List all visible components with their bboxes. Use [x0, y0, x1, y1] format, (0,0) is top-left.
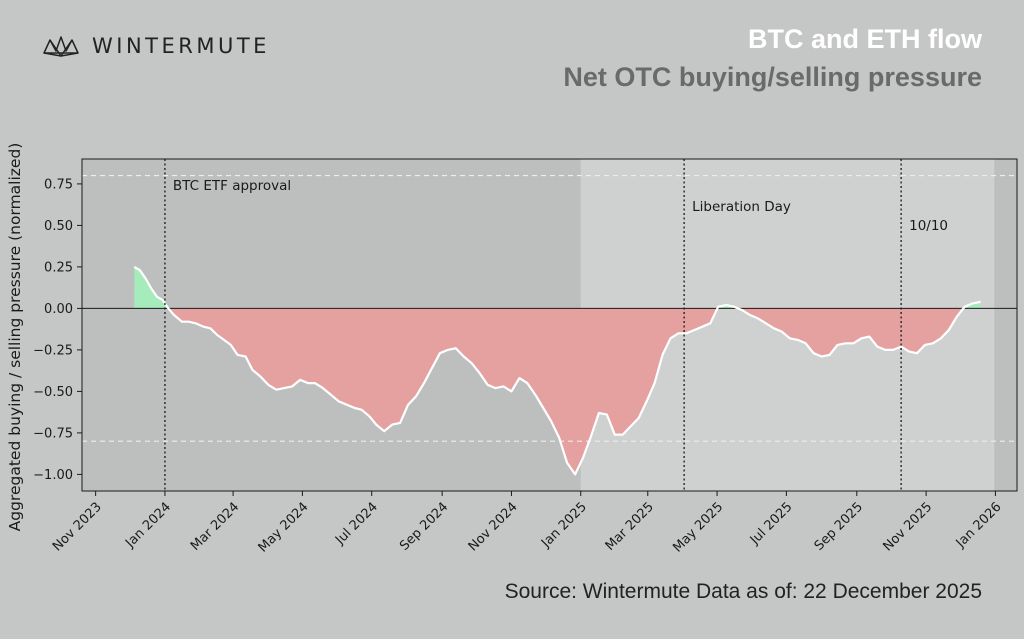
chart-title: BTC and ETH flow: [748, 24, 982, 54]
event-label: Liberation Day: [692, 199, 791, 215]
x-tick-label: Mar 2024: [188, 500, 242, 554]
x-tick-label: May 2024: [256, 500, 312, 556]
y-axis-label: Aggregated buying / selling pressure (no…: [6, 143, 24, 532]
event-label: BTC ETF approval: [173, 178, 291, 194]
y-tick-label: 0.25: [44, 260, 73, 275]
y-tick-label: −1.00: [33, 468, 73, 483]
brand: WINTERMUTE: [42, 34, 270, 58]
x-tick-label: Sep 2024: [397, 500, 451, 554]
event-label: 10/10: [909, 218, 948, 234]
x-tick-label: Mar 2025: [603, 500, 657, 554]
x-tick-label: Jan 2026: [953, 500, 1005, 552]
y-tick-label: 0.75: [44, 177, 73, 192]
plot-frame: [81, 158, 1018, 492]
x-tick-label: Nov 2025: [880, 500, 935, 555]
x-tick-label: Nov 2023: [50, 500, 105, 555]
y-tick-label: 0.00: [44, 302, 73, 317]
y-tick-label: −0.25: [33, 343, 73, 358]
chart-subtitle: Net OTC buying/selling pressure: [563, 62, 982, 92]
x-tick-label: Jan 2024: [122, 500, 174, 552]
x-tick-label: Jul 2025: [747, 500, 796, 549]
y-tick-label: 0.50: [44, 219, 73, 234]
y-tick-label: −0.50: [33, 385, 73, 400]
x-tick-label: Nov 2024: [466, 500, 521, 555]
y-tick-label: −0.75: [33, 426, 73, 441]
x-tick-label: May 2025: [670, 500, 726, 556]
source-note: Source: Wintermute Data as of: 22 Decemb…: [504, 580, 982, 603]
x-tick-label: Jul 2024: [332, 500, 381, 549]
x-tick-label: Jan 2025: [538, 500, 590, 552]
x-tick-label: Sep 2025: [812, 500, 866, 554]
series-line: [133, 265, 981, 476]
negative-area: [134, 308, 981, 475]
wintermute-logo-icon: [43, 36, 79, 57]
brand-name: WINTERMUTE: [92, 34, 270, 58]
